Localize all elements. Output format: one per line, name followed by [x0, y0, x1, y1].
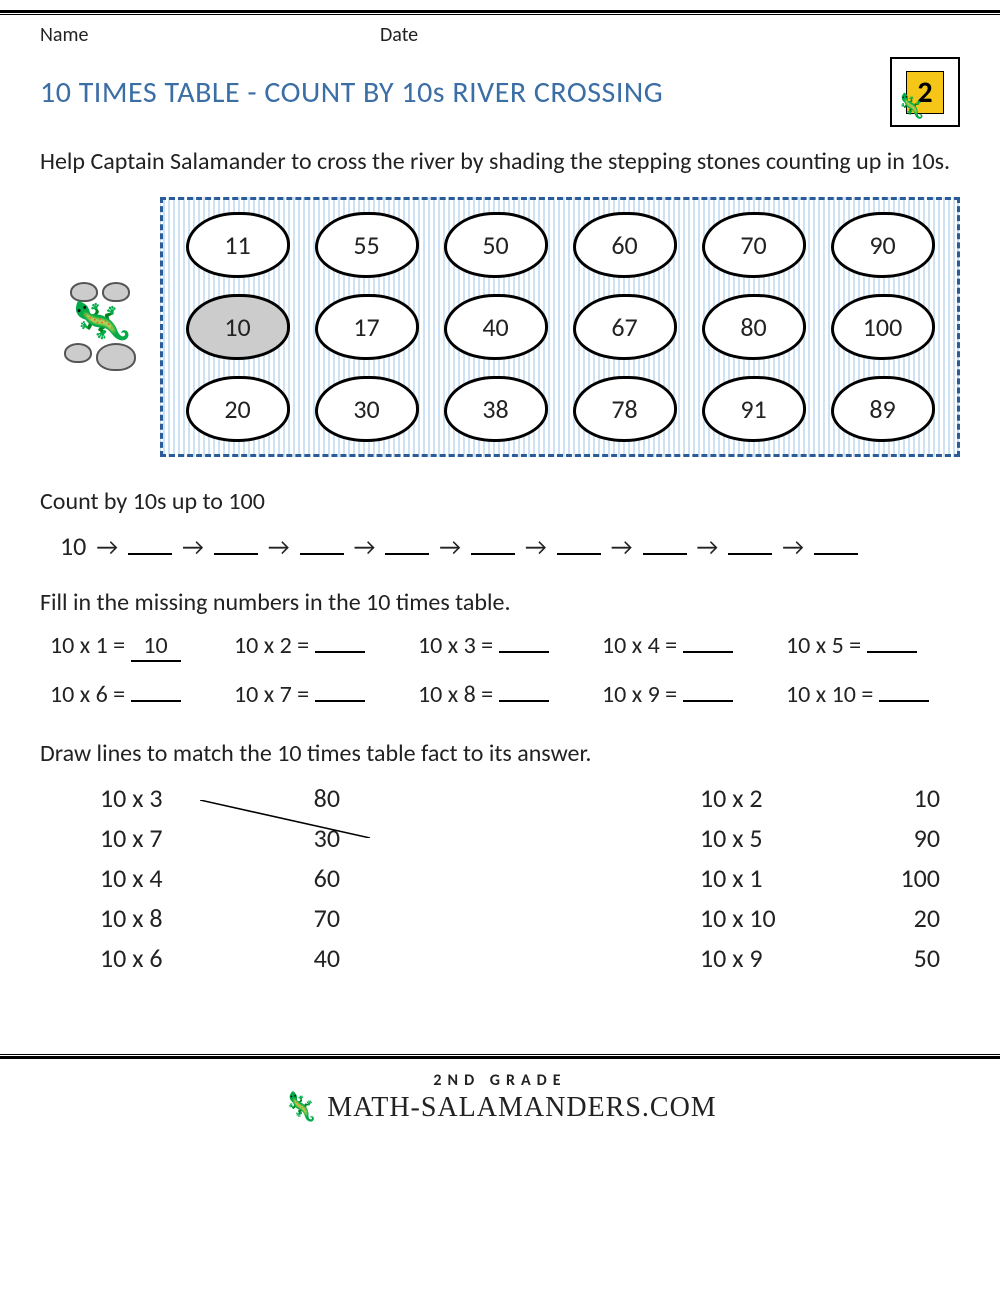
- match-answer[interactable]: 40: [220, 942, 340, 974]
- fill-answer-blank[interactable]: [499, 651, 549, 653]
- river-crossing-activity: 🦎 11 55 50 60 70 90 10 17 40 67 80 100 20 30 38 78 91 89: [40, 197, 960, 457]
- fill-item: 10 x 3 =: [418, 631, 582, 662]
- stepping-stone[interactable]: 91: [702, 376, 806, 442]
- match-question[interactable]: 10 x 6: [100, 942, 220, 974]
- count-blank[interactable]: [300, 535, 344, 555]
- count-blank[interactable]: [814, 535, 858, 555]
- fill-item: 10 x 9 =: [602, 680, 766, 709]
- footer-site: MATH-SALAMANDERS.COM: [0, 1090, 1000, 1124]
- example-match-line: [200, 800, 400, 838]
- match-answer[interactable]: 70: [220, 902, 340, 934]
- arrow-icon: →: [268, 533, 290, 562]
- fill-item: 10 x 4 =: [602, 631, 766, 662]
- count-blank[interactable]: [557, 535, 601, 555]
- count-start: 10: [60, 530, 86, 562]
- fill-item: 10 x 8 =: [418, 680, 582, 709]
- match-question[interactable]: 10 x 2: [700, 782, 820, 814]
- fill-answer-blank[interactable]: [499, 700, 549, 702]
- arrow-icon: →: [697, 533, 719, 562]
- stepping-stone[interactable]: 50: [444, 212, 548, 278]
- stepping-stone[interactable]: 11: [186, 212, 290, 278]
- fill-item: 10 x 6 =: [50, 680, 214, 709]
- fill-answer-blank[interactable]: 10: [131, 631, 181, 662]
- fill-item: 10 x 10 =: [786, 680, 950, 709]
- fill-answer-blank[interactable]: [683, 651, 733, 653]
- fill-answer-blank[interactable]: [867, 651, 917, 653]
- arrow-icon: →: [439, 533, 461, 562]
- arrow-icon: →: [182, 533, 204, 562]
- header-row: Name Date: [40, 23, 960, 47]
- river: 11 55 50 60 70 90 10 17 40 67 80 100 20 30 38 78 91 89: [160, 197, 960, 457]
- match-question[interactable]: 10 x 1: [700, 862, 820, 894]
- instructions-text: Help Captain Salamander to cross the riv…: [40, 145, 960, 179]
- match-question[interactable]: 10 x 5: [700, 822, 820, 854]
- stepping-stone[interactable]: 38: [444, 376, 548, 442]
- match-question[interactable]: 10 x 10: [700, 902, 820, 934]
- stepping-stone[interactable]: 30: [315, 376, 419, 442]
- arrow-icon: →: [525, 533, 547, 562]
- stepping-stone[interactable]: 55: [315, 212, 419, 278]
- stepping-stone[interactable]: 90: [831, 212, 935, 278]
- count-blank[interactable]: [471, 535, 515, 555]
- count-blank[interactable]: [214, 535, 258, 555]
- match-answer[interactable]: 90: [820, 822, 940, 854]
- count-blank[interactable]: [643, 535, 687, 555]
- count-blank[interactable]: [728, 535, 772, 555]
- captain-salamander-icon: 🦎: [67, 299, 133, 347]
- match-answer[interactable]: 100: [820, 862, 940, 894]
- match-question[interactable]: 10 x 8: [100, 902, 220, 934]
- stepping-stone[interactable]: 17: [315, 294, 419, 360]
- match-answer[interactable]: 20: [820, 902, 940, 934]
- count-heading: Count by 10s up to 100: [40, 487, 960, 516]
- fill-answer-blank[interactable]: [131, 700, 181, 702]
- fill-item: 10 x 1 = 10: [50, 631, 214, 662]
- match-question[interactable]: 10 x 4: [100, 862, 220, 894]
- match-answer[interactable]: 10: [820, 782, 940, 814]
- stepping-stone[interactable]: 80: [702, 294, 806, 360]
- stepping-stone[interactable]: 20: [186, 376, 290, 442]
- fill-item: 10 x 5 =: [786, 631, 950, 662]
- stepping-stone[interactable]: 60: [573, 212, 677, 278]
- fill-answer-blank[interactable]: [315, 651, 365, 653]
- match-answer[interactable]: 50: [820, 942, 940, 974]
- match-heading: Draw lines to match the 10 times table f…: [40, 739, 960, 768]
- salamander-icon: 🦎: [896, 92, 926, 121]
- fill-heading: Fill in the missing numbers in the 10 ti…: [40, 588, 960, 617]
- page-title: 10 TIMES TABLE - COUNT BY 10s RIVER CROS…: [40, 74, 663, 111]
- fill-answer-blank[interactable]: [879, 700, 929, 702]
- river-bank-left: 🦎: [40, 282, 160, 371]
- stepping-stone[interactable]: 67: [573, 294, 677, 360]
- arrow-icon: →: [611, 533, 633, 562]
- stepping-stone[interactable]: 40: [444, 294, 548, 360]
- arrow-icon: →: [782, 533, 804, 562]
- count-blank[interactable]: [385, 535, 429, 555]
- stepping-stone[interactable]: 10: [186, 294, 290, 360]
- fill-answer-blank[interactable]: [683, 700, 733, 702]
- match-activity: 10 x 38010 x 21010 x 73010 x 59010 x 460…: [100, 782, 940, 974]
- date-label: Date: [380, 23, 418, 47]
- match-question[interactable]: 10 x 9: [700, 942, 820, 974]
- arrow-icon: →: [96, 533, 118, 562]
- fill-item: 10 x 2 =: [234, 631, 398, 662]
- stepping-stone[interactable]: 70: [702, 212, 806, 278]
- fill-item: 10 x 7 =: [234, 680, 398, 709]
- count-blank[interactable]: [128, 535, 172, 555]
- footer-grade: 2ND GRADE: [0, 1071, 1000, 1090]
- footer: 2ND GRADE MATH-SALAMANDERS.COM: [0, 1071, 1000, 1124]
- stepping-stone[interactable]: 78: [573, 376, 677, 442]
- arrow-icon: →: [354, 533, 376, 562]
- stepping-stone[interactable]: 100: [831, 294, 935, 360]
- stepping-stone[interactable]: 89: [831, 376, 935, 442]
- fill-grid: 10 x 1 = 10 10 x 2 = 10 x 3 = 10 x 4 = 10…: [50, 631, 950, 709]
- count-sequence: 10 → → → → → → → → →: [60, 530, 960, 562]
- name-label: Name: [40, 23, 340, 47]
- match-answer[interactable]: 60: [220, 862, 340, 894]
- grade-logo: 🦎 2: [890, 57, 960, 127]
- fill-answer-blank[interactable]: [315, 700, 365, 702]
